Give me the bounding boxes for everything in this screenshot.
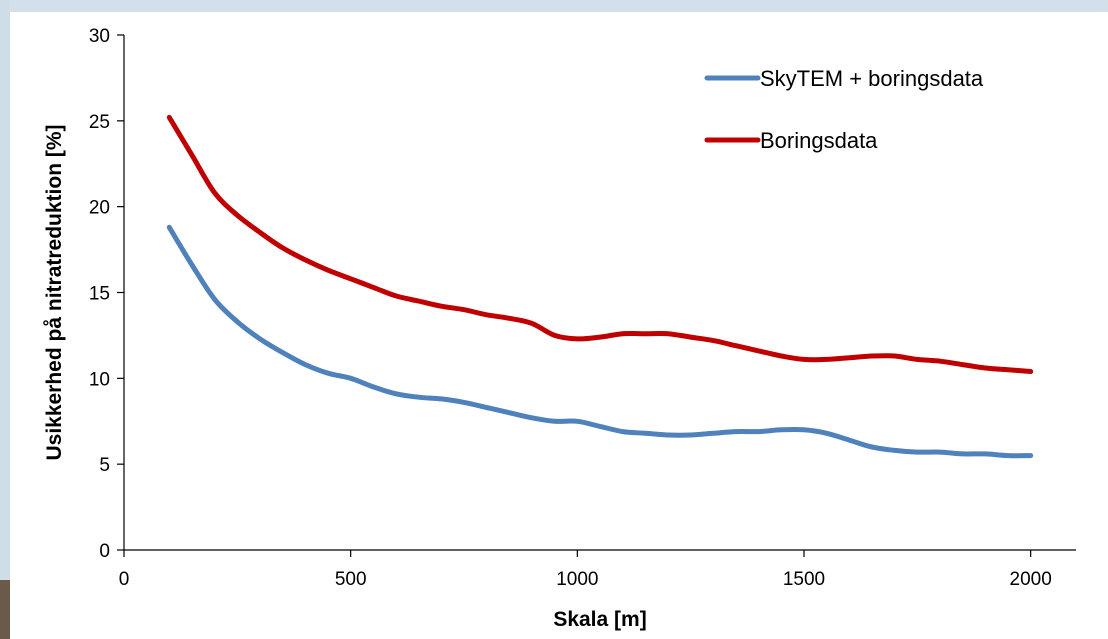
legend-label-skytem: SkyTEM + boringsdata <box>760 66 984 91</box>
y-tick-label: 20 <box>89 198 110 219</box>
x-tick-label: 2000 <box>1010 569 1052 590</box>
slide-frame-left <box>0 0 10 639</box>
x-tick-label: 1500 <box>783 569 825 590</box>
y-tick-label: 0 <box>99 541 110 562</box>
series-line-skytem <box>166 224 1034 459</box>
y-tick-label: 15 <box>89 284 110 305</box>
x-tick-label: 500 <box>335 569 367 590</box>
y-tick-label: 5 <box>99 455 110 476</box>
tick-labels: 0 5 10 15 20 25 30 0 500 1000 1500 2000 <box>89 26 1052 590</box>
slide-frame-top <box>0 0 1108 12</box>
y-tick-label: 25 <box>89 112 110 133</box>
legend-label-boringsdata: Boringsdata <box>760 128 878 153</box>
slide-corner-decoration <box>0 580 10 639</box>
legend: SkyTEM + boringsdata Boringsdata <box>704 66 984 153</box>
x-tick-label: 0 <box>119 569 130 590</box>
y-tick-label: 10 <box>89 369 110 390</box>
line-chart: 0 5 10 15 20 25 30 0 500 1000 1500 2000 Skala [m] U… <box>43 26 1076 631</box>
series-line-boringsdata <box>166 114 1034 374</box>
series-lines <box>166 114 1034 459</box>
y-axis-title: Usikkerhed på nitratreduktion [%] <box>43 124 66 460</box>
y-tick-label: 30 <box>89 26 110 47</box>
x-axis-title: Skala [m] <box>553 608 646 631</box>
x-tick-label: 1000 <box>556 569 598 590</box>
chart-panel: 0 5 10 15 20 25 30 0 500 1000 1500 2000 Skala [m] U… <box>10 12 1108 639</box>
axes <box>117 34 1076 557</box>
